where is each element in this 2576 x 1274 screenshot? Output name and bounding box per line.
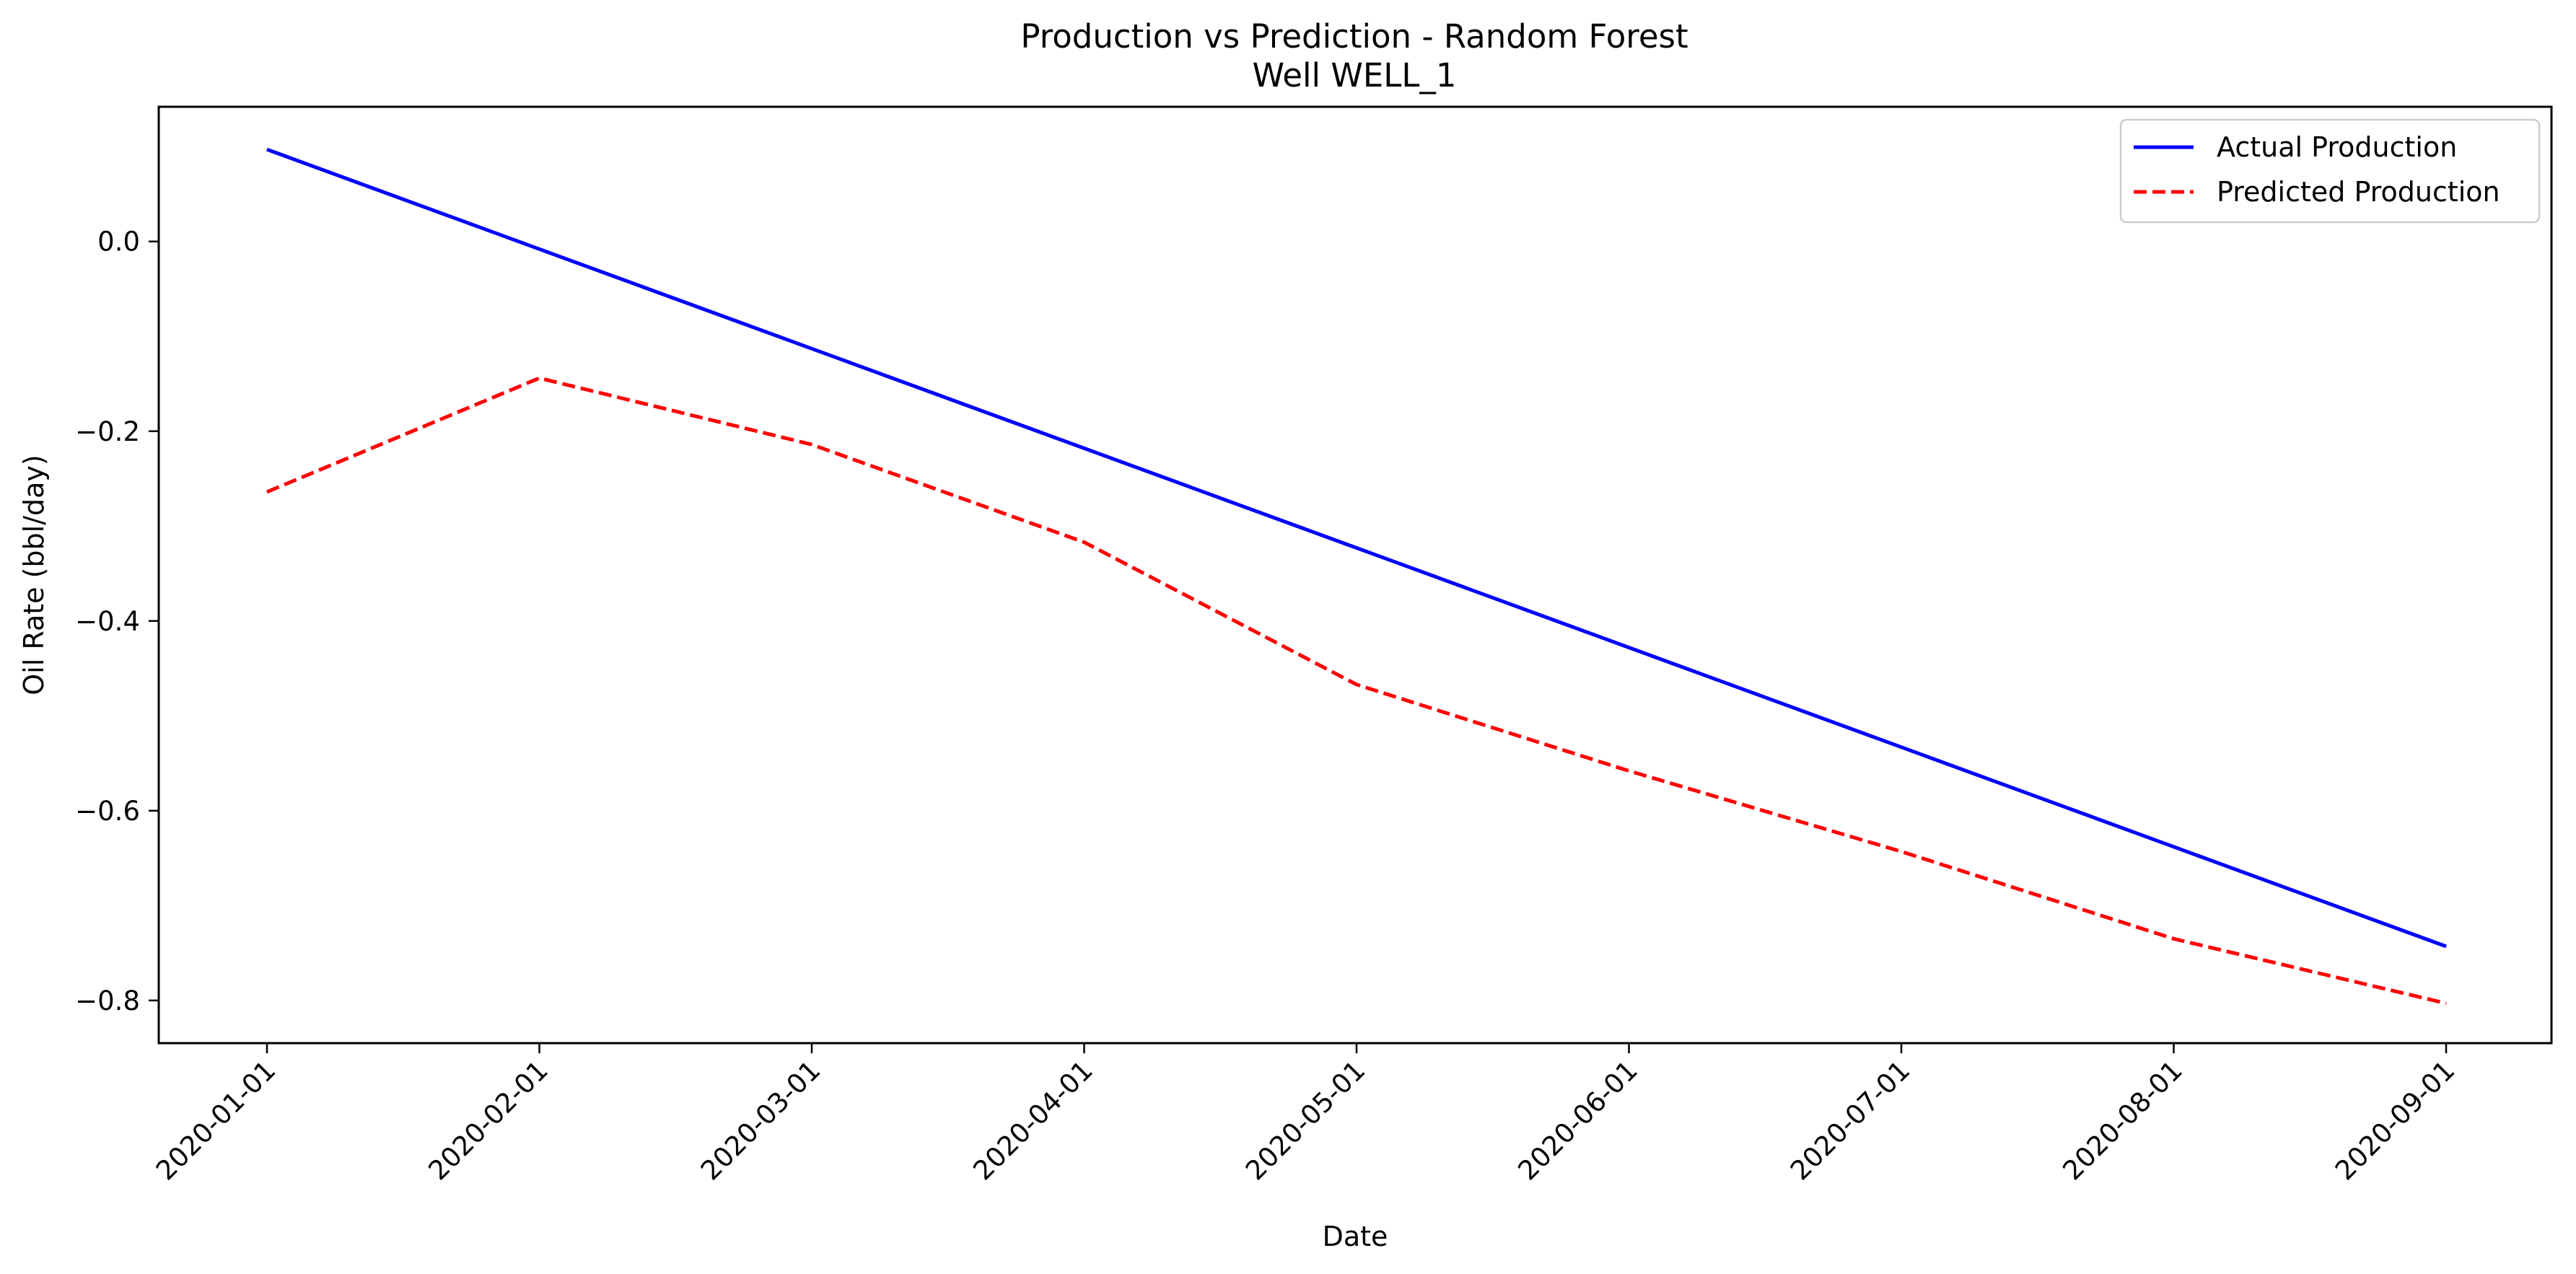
chart-title: Production vs Prediction - Random Forest (1020, 17, 1688, 56)
legend-label-actual: Actual Production (2217, 131, 2457, 163)
y-tick-label: −0.4 (75, 606, 140, 637)
data-point-predicted (266, 491, 268, 493)
series-line-predicted (266, 376, 2447, 1006)
y-tick-label: 0.0 (97, 227, 140, 258)
data-point-actual (539, 248, 540, 250)
series-layer (266, 147, 2447, 1006)
y-tick-label: −0.8 (75, 985, 140, 1016)
x-tick-label: 2020-04-01 (967, 1055, 1098, 1186)
x-axis-title: Date (1323, 1221, 1388, 1252)
data-point-actual (1084, 447, 1085, 449)
x-tick-label: 2020-08-01 (2056, 1055, 2188, 1186)
x-tick-label: 2020-05-01 (1240, 1055, 1371, 1186)
legend-box (2119, 118, 2541, 224)
x-tick-label: 2020-02-01 (422, 1055, 553, 1186)
y-tick-label: −0.6 (75, 796, 140, 827)
chart-subtitle: Well WELL_1 (1252, 56, 1456, 95)
plot-area-frame (157, 105, 2553, 1045)
y-axis-title: Oil Rate (bbl/day) (18, 454, 50, 695)
x-tick-label: 2020-03-01 (695, 1055, 826, 1186)
x-tick-label: 2020-01-01 (150, 1055, 281, 1186)
data-point-predicted (1901, 851, 1902, 852)
data-point-actual (266, 149, 268, 150)
y-tick-label: −0.2 (75, 416, 140, 447)
legend: Actual Production Predicted Production (2119, 118, 2541, 224)
x-tick-label: 2020-06-01 (1512, 1055, 1643, 1186)
legend-label-predicted: Predicted Production (2217, 176, 2500, 208)
x-tick-label: 2020-07-01 (1784, 1055, 1916, 1186)
data-point-actual (2173, 846, 2174, 848)
x-tick-label: 2020-09-01 (2329, 1055, 2461, 1186)
data-point-predicted (539, 377, 540, 379)
